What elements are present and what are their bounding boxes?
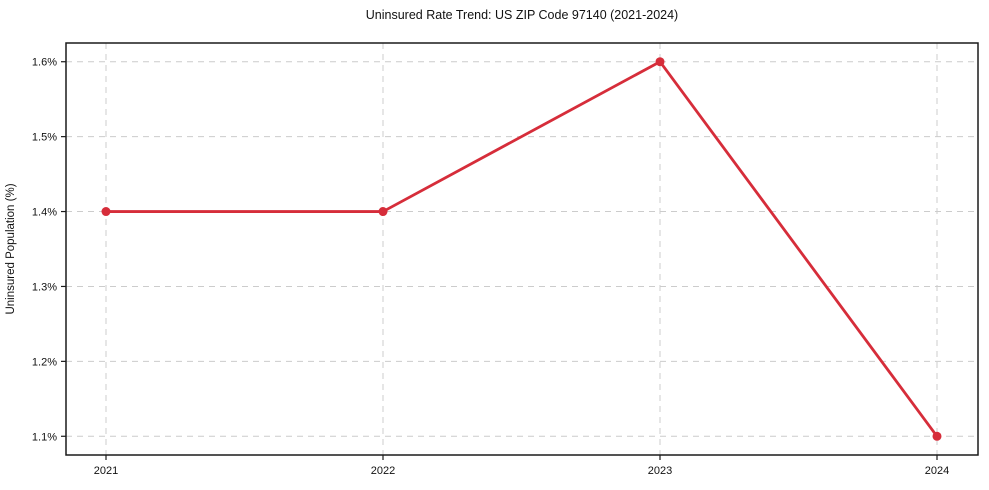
x-tick-label: 2024 xyxy=(925,465,949,477)
y-tick-label: 1.2% xyxy=(32,356,57,368)
chart-title: Uninsured Rate Trend: US ZIP Code 97140 … xyxy=(366,8,678,22)
trend-line xyxy=(104,60,939,438)
x-tick-label: 2021 xyxy=(94,465,118,477)
data-point-2023 xyxy=(655,57,665,67)
y-tick-label: 1.3% xyxy=(32,281,57,293)
y-tick-label: 1.1% xyxy=(32,431,57,443)
y-axis-label: Uninsured Population (%) xyxy=(5,183,17,314)
y-tick-label: 1.6% xyxy=(32,57,57,69)
data-point-2021 xyxy=(101,207,111,217)
data-series xyxy=(101,57,942,441)
axes-spine xyxy=(65,42,979,456)
gridlines xyxy=(66,43,978,455)
x-tick-label: 2022 xyxy=(371,465,395,477)
y-tick-label: 1.5% xyxy=(32,132,57,144)
y-tick-label: 1.4% xyxy=(32,207,57,219)
axis-ticks: 1.1% 1.2% 1.3% 1.4% 1.5% 1.6% 2021 2022 2023 2024 xyxy=(32,57,949,477)
plot-border xyxy=(65,42,979,456)
data-point-2024 xyxy=(932,431,942,441)
data-point-2022 xyxy=(378,207,388,217)
x-tick-label: 2023 xyxy=(648,465,672,477)
